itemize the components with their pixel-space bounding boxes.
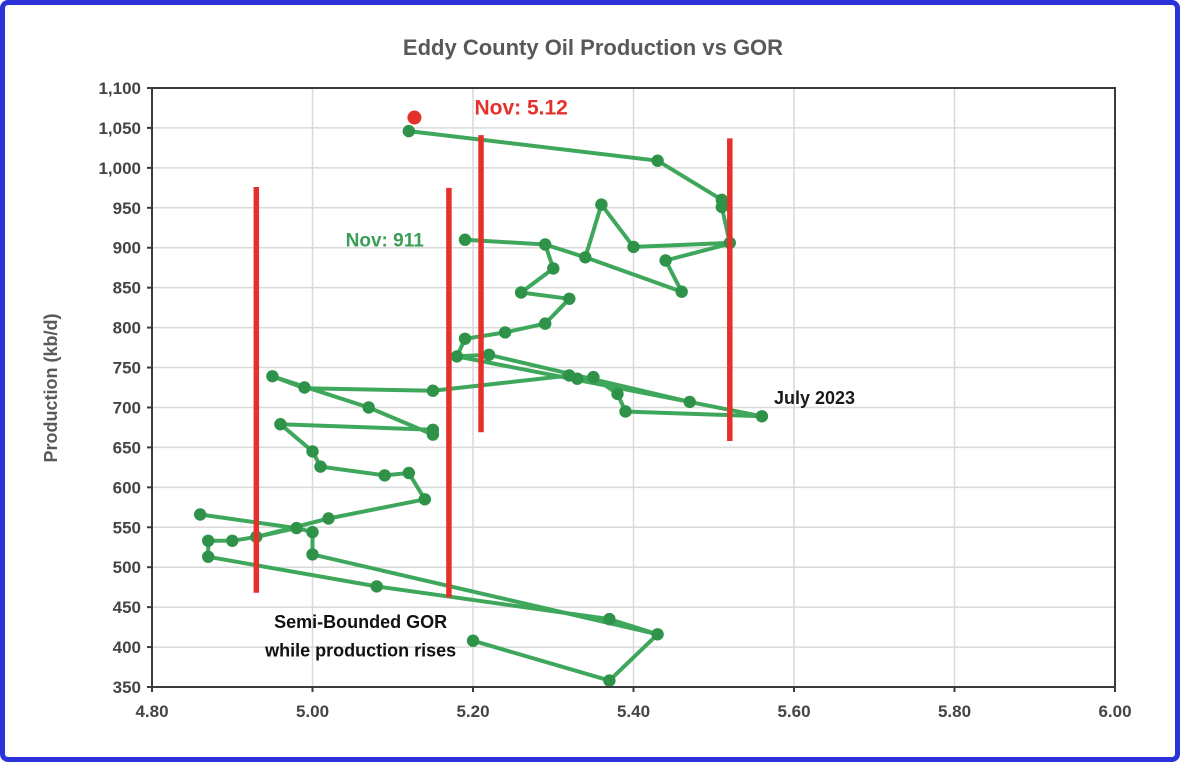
data-point	[290, 521, 303, 535]
data-point	[498, 326, 512, 339]
x-tick-label: 5.20	[456, 702, 489, 721]
series-line	[198, 512, 299, 531]
red-markers	[253, 110, 733, 598]
nov-gor-label: Nov: 5.12	[474, 97, 567, 120]
data-point	[603, 612, 616, 626]
y-tick-label: 450	[113, 598, 141, 617]
data-point	[426, 428, 440, 441]
data-point	[563, 292, 576, 305]
x-tick-label: 5.60	[777, 702, 810, 721]
data-point	[595, 198, 608, 211]
data-point	[603, 674, 616, 687]
data-point	[514, 286, 528, 299]
y-tick-label: 400	[113, 638, 141, 657]
series-line	[254, 237, 764, 539]
x-tick-label: 5.00	[296, 702, 329, 721]
data-point	[539, 317, 552, 330]
data-point	[627, 240, 640, 254]
y-tick-label: 850	[113, 279, 141, 298]
y-tick-label: 1,000	[98, 159, 141, 178]
y-tick-label: 900	[113, 239, 141, 258]
data-point	[571, 372, 584, 385]
series-line	[406, 129, 732, 260]
data-point	[202, 550, 215, 563]
data-point	[659, 254, 672, 267]
y-tick-label: 600	[113, 478, 141, 497]
y-tick-label: 800	[113, 319, 141, 338]
x-tick-label: 5.40	[617, 702, 650, 721]
data-point	[418, 493, 431, 506]
data-point	[226, 534, 239, 547]
data-point	[362, 401, 375, 414]
data-point	[306, 525, 319, 539]
y-tick-label: 350	[113, 678, 141, 697]
data-point	[458, 332, 472, 345]
data-point	[482, 348, 496, 361]
y-tick-label: 950	[113, 199, 141, 218]
y-tick-label: 550	[113, 518, 141, 537]
series-line	[583, 241, 732, 294]
data-point	[378, 469, 391, 482]
data-point	[587, 370, 600, 384]
data-point	[450, 350, 464, 363]
data-point	[547, 262, 560, 275]
green-series	[194, 124, 769, 687]
chart-title: Eddy County Oil Production vs GOR	[403, 35, 783, 60]
data-point	[715, 193, 728, 206]
data-point	[370, 580, 383, 593]
data-point	[274, 418, 287, 431]
y-tick-label: 750	[113, 359, 141, 378]
y-tick-label: 500	[113, 558, 141, 577]
data-point	[202, 534, 215, 547]
data-point	[651, 154, 664, 167]
data-point	[619, 405, 632, 418]
data-point	[266, 370, 279, 383]
y-tick-label: 650	[113, 438, 141, 457]
data-point	[466, 634, 480, 647]
nov-prod-label: Nov: 911	[346, 230, 425, 251]
november-red-dot	[407, 110, 422, 125]
annotations: Nov: 5.12 Nov: 911 July 2023 Semi-Bounded G…	[264, 97, 855, 661]
y-tick-label: 1,100	[98, 79, 141, 98]
data-point	[651, 628, 664, 641]
data-point	[314, 460, 327, 473]
data-point	[322, 512, 335, 525]
data-point	[579, 251, 592, 264]
y-tick-label: 1,050	[98, 119, 141, 138]
y-tick-label: 700	[113, 398, 141, 417]
data-point	[298, 381, 311, 394]
data-point	[611, 387, 624, 401]
x-tick-label: 5.80	[938, 702, 971, 721]
data-point	[402, 124, 415, 138]
x-tick-label: 6.00	[1098, 702, 1131, 721]
data-point	[306, 548, 319, 561]
data-point	[402, 466, 415, 480]
data-point	[675, 285, 688, 298]
axis-ticks: 4.80 5.00 5.20 5.40 5.60 5.80 6.00 350 400 450 500…	[98, 79, 1131, 721]
data-point	[755, 410, 769, 423]
series-line	[310, 552, 660, 637]
data-point	[306, 445, 319, 458]
production-vs-gor-chart: 4.80 5.00 5.20 5.40 5.60 5.80 6.00 350 400 450 500…	[41, 35, 1132, 721]
data-point	[194, 508, 207, 521]
july-2023-label: July 2023	[774, 388, 855, 408]
semi-bounded-line1: Semi-Bounded GOR	[274, 612, 447, 632]
y-axis-title: Production (kb/d)	[41, 314, 61, 463]
data-point	[683, 395, 696, 409]
semi-bounded-line2: while production rises	[264, 641, 456, 661]
x-tick-label: 4.80	[135, 702, 168, 721]
data-point	[458, 233, 472, 246]
data-point	[539, 238, 552, 251]
data-point	[426, 384, 440, 397]
